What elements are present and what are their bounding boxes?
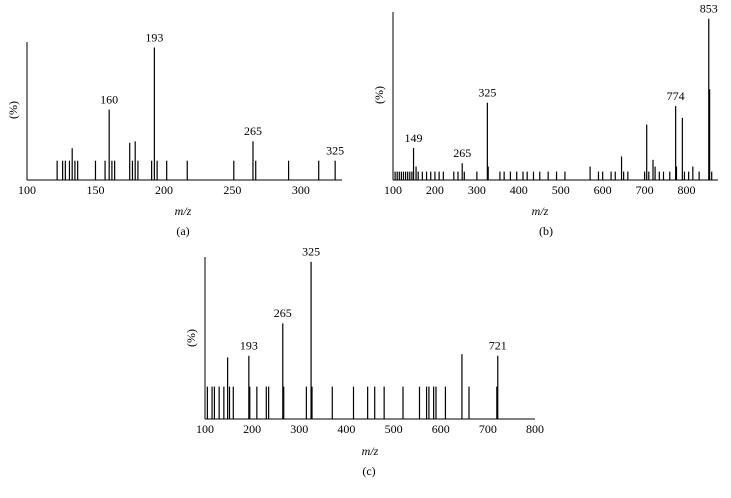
x-axis-label: m/z bbox=[362, 444, 379, 458]
x-tick-label: 600 bbox=[432, 422, 450, 436]
peak-label: 193 bbox=[240, 339, 258, 353]
x-axis-label: m/z bbox=[532, 204, 549, 218]
x-tick-label: 300 bbox=[290, 422, 308, 436]
peak-label: 265 bbox=[274, 306, 292, 320]
x-axis-label: m/z bbox=[175, 204, 192, 218]
x-tick-label: 150 bbox=[86, 183, 104, 197]
x-tick-label: 200 bbox=[426, 183, 444, 197]
x-tick-label: 100 bbox=[196, 422, 214, 436]
x-tick-label: 800 bbox=[678, 183, 696, 197]
peak-label: 160 bbox=[100, 92, 118, 106]
x-tick-label: 300 bbox=[292, 183, 310, 197]
x-tick-label: 100 bbox=[384, 183, 402, 197]
peak-label: 853 bbox=[700, 1, 718, 15]
x-tick-label: 400 bbox=[510, 183, 528, 197]
x-tick-label: 500 bbox=[385, 422, 403, 436]
x-tick-label: 400 bbox=[337, 422, 355, 436]
peak-label: 325 bbox=[478, 85, 496, 99]
x-tick-label: 200 bbox=[155, 183, 173, 197]
y-axis-label: (%) bbox=[372, 86, 386, 104]
peak-label: 325 bbox=[302, 245, 320, 259]
x-tick-label: 250 bbox=[223, 183, 241, 197]
x-tick-label: 700 bbox=[636, 183, 654, 197]
peak-label: 193 bbox=[145, 30, 163, 44]
caption: (a) bbox=[176, 224, 189, 238]
peak-label: 774 bbox=[667, 89, 685, 103]
x-tick-label: 600 bbox=[594, 183, 612, 197]
x-tick-label: 800 bbox=[526, 422, 544, 436]
peak-label: 325 bbox=[326, 143, 344, 157]
x-tick-label: 200 bbox=[243, 422, 261, 436]
peak-label: 265 bbox=[453, 146, 471, 160]
caption: (b) bbox=[539, 224, 553, 238]
x-tick-label: 700 bbox=[479, 422, 497, 436]
x-tick-label: 100 bbox=[18, 183, 36, 197]
peak-label: 265 bbox=[244, 124, 262, 138]
peak-label: 149 bbox=[405, 131, 423, 145]
y-axis-label: (%) bbox=[6, 101, 20, 119]
peak-label: 721 bbox=[489, 339, 507, 353]
x-tick-label: 500 bbox=[552, 183, 570, 197]
x-tick-label: 300 bbox=[468, 183, 486, 197]
caption: (c) bbox=[362, 464, 375, 478]
y-axis-label: (%) bbox=[184, 329, 198, 347]
